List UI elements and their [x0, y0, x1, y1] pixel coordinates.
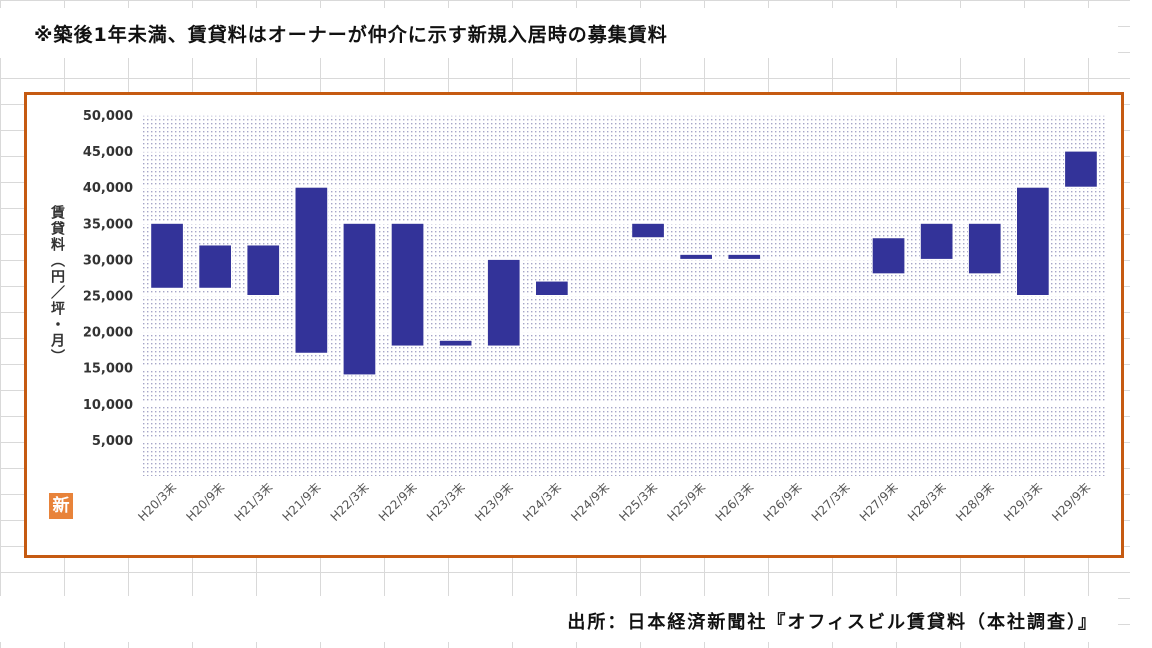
- y-tick-label: 40,000: [83, 181, 133, 196]
- bar-H21/3末: [246, 244, 281, 297]
- source-note: 出所：日本経済新聞社『オフィスビル賃貸料（本社調査）』: [0, 596, 1118, 642]
- y-tick-label: 20,000: [83, 326, 133, 341]
- x-tick-label: H21/3末: [232, 480, 276, 524]
- bar-H25/9末: [679, 253, 714, 260]
- bar-H29/3末: [1015, 186, 1050, 296]
- bar-H28/9末: [967, 222, 1002, 275]
- rent-range-chart: 5,000 10,000 15,000 20,000 25,000 30,000 35,00…: [83, 109, 1105, 524]
- x-tick-label: H25/9末: [664, 480, 708, 524]
- y-tick-label: 45,000: [83, 145, 133, 160]
- bar-H23/3末: [438, 339, 473, 347]
- y-tick-labels: 5,000 10,000 15,000 20,000 25,000 30,000 35,00…: [83, 109, 133, 449]
- bar-H20/3末: [150, 222, 184, 289]
- x-tick-label: H24/9末: [568, 480, 612, 524]
- x-tick-label: H29/3末: [1001, 480, 1045, 524]
- bar-H27/9末: [871, 237, 906, 275]
- bar-H24/3末: [534, 280, 569, 296]
- chart-note: ※築後1年未満、賃貸料はオーナーが仲介に示す新規入居時の募集賃料: [0, 8, 1118, 58]
- y-tick-label: 30,000: [83, 253, 133, 268]
- x-tick-label: H22/3末: [328, 480, 372, 524]
- x-tick-label: H24/3末: [520, 480, 564, 524]
- x-tick-label: H23/3末: [424, 480, 468, 524]
- bar-H23/9末: [486, 258, 521, 347]
- x-tick-label: H25/3末: [616, 480, 660, 524]
- x-tick-label: H26/9末: [761, 480, 805, 524]
- bar-H26/3末: [727, 253, 762, 260]
- y-tick-label: 50,000: [83, 109, 133, 124]
- nikkei-logo: 新: [49, 493, 73, 519]
- x-tick-label: H21/9末: [280, 480, 324, 524]
- x-tick-label: H23/9末: [472, 480, 516, 524]
- x-tick-label: H27/9末: [857, 480, 901, 524]
- bar-H29/9末: [1064, 150, 1098, 188]
- bar-H21/9末: [294, 186, 329, 354]
- x-tick-label: H26/3末: [713, 480, 757, 524]
- right-margin: [1130, 0, 1152, 648]
- y-tick-label: 25,000: [83, 290, 133, 305]
- y-axis-label: 賃貸料（円／坪・月）: [49, 205, 65, 365]
- x-tick-label: H27/3末: [809, 480, 853, 524]
- y-tick-label: 35,000: [83, 217, 133, 232]
- x-tick-labels: H20/3末 H20/9末 H21/3末 H21/9末 H22/3末 H22/9末 H23/…: [135, 480, 1093, 524]
- bar-H20/9末: [198, 244, 233, 289]
- x-tick-label: H20/3末: [135, 480, 179, 524]
- bar-H28/3末: [919, 222, 954, 260]
- x-tick-label: H28/9末: [953, 480, 997, 524]
- bars: [150, 150, 1098, 376]
- y-tick-label: 10,000: [83, 398, 133, 413]
- bar-H25/3末: [631, 222, 665, 239]
- y-tick-label: 5,000: [92, 434, 133, 449]
- x-tick-label: H20/9末: [183, 480, 227, 524]
- x-tick-label: H28/3末: [905, 480, 949, 524]
- x-tick-label: H22/9末: [376, 480, 420, 524]
- y-tick-label: 15,000: [83, 362, 133, 377]
- bar-H22/3末: [342, 222, 377, 376]
- chart-frame: 5,000 10,000 15,000 20,000 25,000 30,000 35,00…: [24, 92, 1124, 558]
- x-tick-label: H29/9末: [1049, 480, 1093, 524]
- bar-H22/9末: [390, 222, 425, 347]
